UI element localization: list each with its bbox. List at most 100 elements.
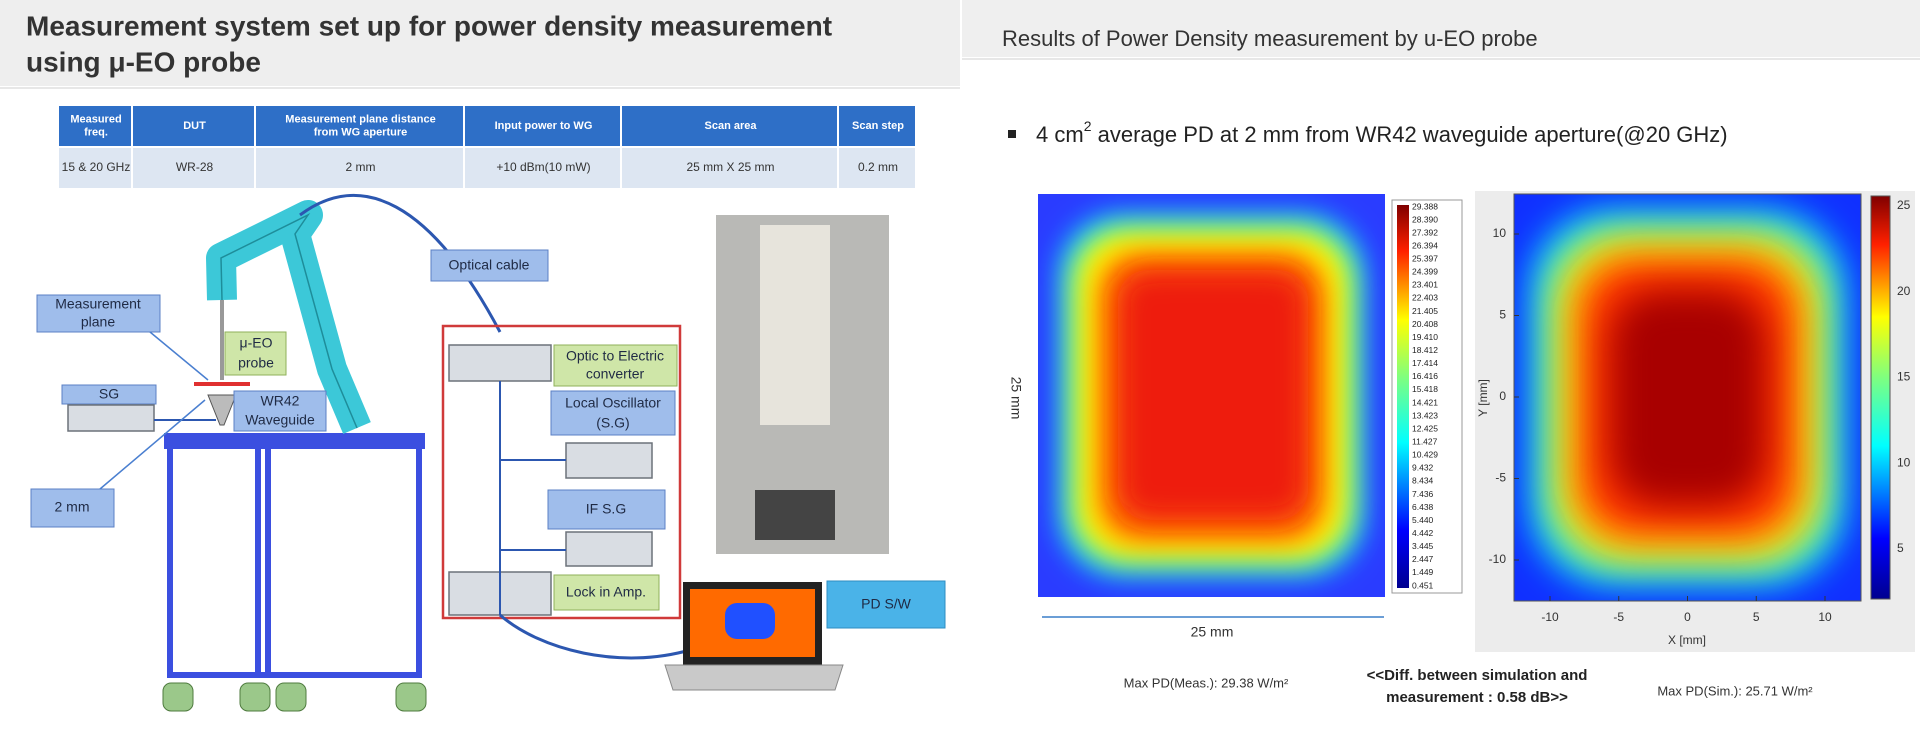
label-box xyxy=(430,249,549,282)
label-box xyxy=(547,489,666,530)
colorbar-label: 18.412 xyxy=(1412,345,1438,355)
label: Optic to Electric xyxy=(566,348,664,364)
colorbar-label: 22.403 xyxy=(1412,293,1438,303)
cell-text: 2 mm xyxy=(346,160,376,174)
label-box xyxy=(233,390,327,432)
measured-heatmap xyxy=(1038,194,1385,597)
label: Measurement xyxy=(55,296,141,312)
header-text: DUT xyxy=(183,120,206,132)
receiver-box xyxy=(441,324,682,620)
colorbar-labels: 29.388 28.390 27.392 26.394 25.397 24.399 23.4… xyxy=(1412,201,1438,590)
photo-horn xyxy=(755,490,835,540)
photo-robot xyxy=(760,225,830,425)
bullet-text: average PD at 2 mm from WR42 waveguide a… xyxy=(1091,122,1727,147)
body-cell xyxy=(622,148,837,188)
laptop-base xyxy=(664,664,844,691)
colorbar-label: 9.432 xyxy=(1412,463,1434,473)
x-tick-label: 5 xyxy=(1753,610,1760,624)
colorbar-label: 13.423 xyxy=(1412,410,1438,420)
label-box xyxy=(30,488,115,528)
x-axis-label: X [mm] xyxy=(1668,633,1706,647)
title: Results of Power Density measurement by … xyxy=(1002,26,1538,51)
instrument xyxy=(565,531,653,567)
diff-note: measurement : 0.58 dB>> xyxy=(1386,689,1568,706)
header-cell xyxy=(465,106,620,146)
x-tick-label: -10 xyxy=(1541,610,1559,624)
sim-axes: -10 -5 0 5 10 10 5 0 -5 -10 25 20 15 10 5 xyxy=(1489,198,1911,624)
label: WR42 xyxy=(261,393,300,409)
colorbar-label: 1.449 xyxy=(1412,567,1434,577)
label-box xyxy=(553,344,678,387)
colorbar-label: 2.447 xyxy=(1412,554,1434,564)
colorbar-label: 15.418 xyxy=(1412,384,1438,394)
colorbar-label: 25 xyxy=(1897,198,1911,212)
cell-text: WR-28 xyxy=(176,160,214,174)
cart xyxy=(164,433,425,678)
colorbar-label: 15 xyxy=(1897,370,1911,384)
cell-text: +10 dBm(10 mW) xyxy=(496,160,590,174)
bullet: 4 cm2 average PD at 2 mm from WR42 waveg… xyxy=(1036,118,1728,147)
colorbar-label: 6.438 xyxy=(1412,502,1434,512)
title-band xyxy=(962,0,1920,57)
body-cell xyxy=(256,148,463,188)
laptop-plot xyxy=(725,603,775,639)
robot-arm-outline xyxy=(220,213,358,429)
cable xyxy=(499,613,691,660)
colorbar-label: 3.445 xyxy=(1412,541,1434,551)
horn xyxy=(207,394,237,426)
label: SG xyxy=(99,386,119,402)
header-text: from WG aperture xyxy=(314,126,408,138)
dimension-label: 25 mm xyxy=(1008,377,1024,420)
label-box xyxy=(553,574,660,611)
header-cell xyxy=(839,106,915,146)
colorbar-label: 8.434 xyxy=(1412,476,1434,486)
label: (S.G) xyxy=(596,415,629,431)
label-box xyxy=(826,580,946,629)
y-tick-label: 10 xyxy=(1493,226,1507,240)
colorbar-label: 25.397 xyxy=(1412,254,1438,264)
label: μ-EO xyxy=(240,335,273,351)
label: plane xyxy=(81,314,115,330)
colorbar-label: 10 xyxy=(1897,455,1911,469)
body-cell xyxy=(133,148,254,188)
colorbar xyxy=(1397,205,1409,588)
instrument xyxy=(448,344,552,382)
colorbar-label: 5.440 xyxy=(1412,515,1434,525)
header-cell xyxy=(59,106,131,146)
colorbar-label: 29.388 xyxy=(1412,201,1438,211)
label: Optical cable xyxy=(449,257,530,273)
simulated-heatmap xyxy=(1514,194,1861,601)
body-cell xyxy=(465,148,620,188)
label: Waveguide xyxy=(245,412,315,428)
max-label: Max PD(Meas.): 29.38 W/m² xyxy=(1124,675,1289,690)
label: Lock in Amp. xyxy=(566,584,646,600)
cell-text: 25 mm X 25 mm xyxy=(686,160,774,174)
colorbar-label: 14.421 xyxy=(1412,397,1438,407)
header-cell xyxy=(256,106,463,146)
cables xyxy=(499,381,566,615)
colorbar-label: 21.405 xyxy=(1412,306,1438,316)
x-tick-label: 0 xyxy=(1684,610,1691,624)
y-tick-label: -10 xyxy=(1489,552,1507,566)
bullet-text: 4 cm xyxy=(1036,122,1084,147)
label-box xyxy=(224,331,287,376)
y-tick-label: 5 xyxy=(1499,308,1506,322)
cell-text: 15 & 20 GHz xyxy=(62,160,131,174)
label: converter xyxy=(586,366,645,382)
cell-text: 0.2 mm xyxy=(858,160,898,174)
label-box xyxy=(550,390,676,436)
colorbar-label: 26.394 xyxy=(1412,240,1438,250)
superscript: 2 xyxy=(1084,118,1092,134)
y-axis-label: Y [mm] xyxy=(1476,379,1490,417)
colorbar-label: 5 xyxy=(1897,541,1904,555)
colorbar-label: 19.410 xyxy=(1412,332,1438,342)
colorbar-label: 28.390 xyxy=(1412,214,1438,224)
colorbar-label: 20 xyxy=(1897,284,1911,298)
label-box xyxy=(36,294,161,333)
label: probe xyxy=(238,355,274,371)
y-tick-label: -5 xyxy=(1495,471,1506,485)
bullet-mark xyxy=(1008,130,1016,138)
header-text: Input power to WG xyxy=(495,120,593,132)
x-tick-label: -5 xyxy=(1613,610,1624,624)
